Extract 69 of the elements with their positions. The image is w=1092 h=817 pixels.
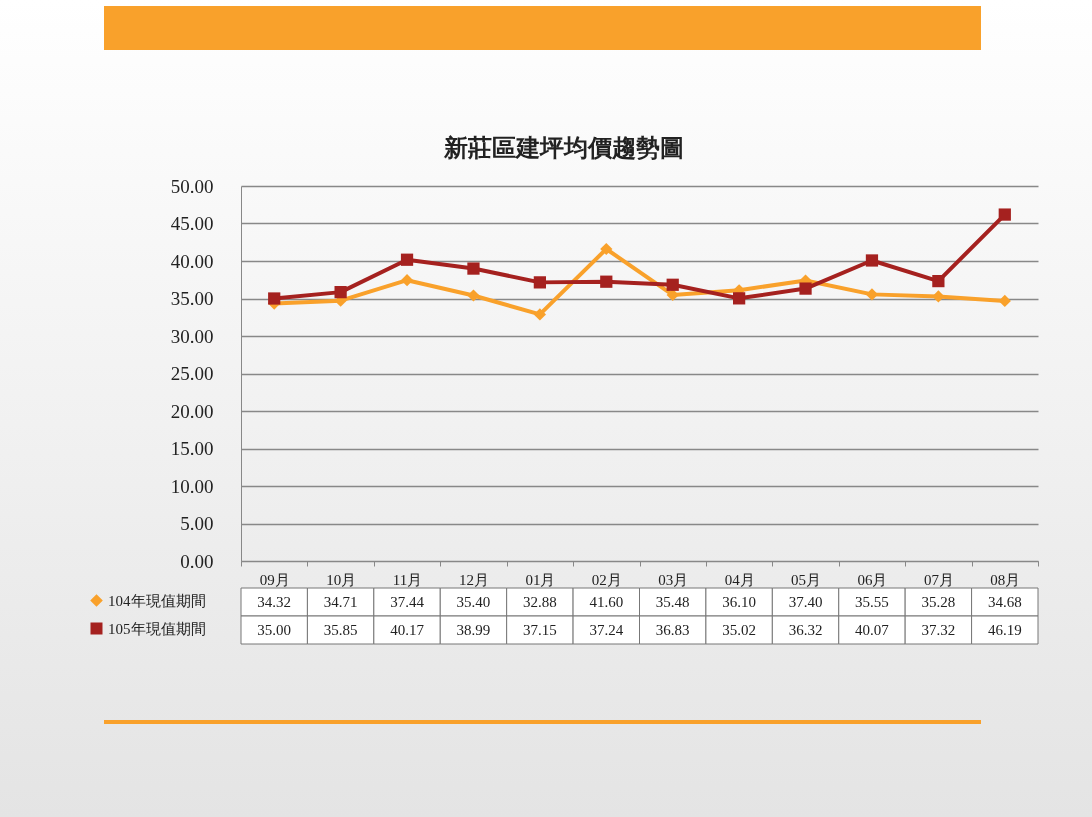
data-label: 37.32 [921, 622, 956, 638]
data-label: 35.02 [722, 622, 756, 638]
point [400, 253, 414, 266]
x-tick-label: 04月 [724, 571, 755, 588]
data-label: 34.68 [987, 594, 1022, 610]
point [998, 294, 1011, 308]
x-tick-label: 03月 [658, 571, 689, 588]
x-tick-label: 09月 [259, 571, 290, 588]
y-tick-label: 15.00 [170, 438, 214, 459]
point [865, 254, 879, 267]
point [400, 274, 414, 287]
x-tick-label: 07月 [923, 571, 954, 588]
point [467, 289, 480, 302]
legend-label: 104年現值期間 [108, 592, 206, 609]
point [932, 274, 945, 288]
data-label: 36.32 [788, 622, 823, 638]
y-tick-label: 25.00 [170, 363, 214, 384]
point [533, 308, 546, 321]
data-label: 35.28 [921, 594, 956, 610]
point [733, 292, 746, 305]
y-tick-label: 50.00 [170, 175, 214, 197]
point [666, 288, 679, 302]
point [533, 276, 546, 289]
data-label: 41.60 [589, 594, 624, 610]
x-tick-label: 06月 [857, 571, 888, 588]
data-label: 37.15 [523, 622, 557, 638]
data-label: 40.07 [855, 622, 890, 638]
y-tick-label: 10.00 [170, 475, 214, 497]
data-label: 32.88 [523, 594, 557, 610]
point [666, 278, 679, 291]
data-label: 35.48 [655, 594, 690, 610]
point [865, 288, 879, 301]
x-tick-label: 01月 [525, 571, 556, 588]
point [467, 262, 480, 275]
data-label: 35.55 [855, 594, 889, 610]
x-tick-label: 11月 [392, 571, 423, 588]
point [799, 282, 812, 295]
y-tick-label: 20.00 [170, 400, 214, 422]
data-label: 35.85 [323, 622, 358, 638]
point [600, 275, 613, 288]
point [268, 292, 281, 305]
data-label: 36.83 [655, 622, 690, 638]
y-tick-label: 45.00 [170, 213, 214, 234]
data-label: 35.40 [456, 594, 491, 610]
x-tick-label: 08月 [990, 571, 1021, 588]
data-label: 37.24 [589, 622, 624, 638]
y-tick-label: 0.00 [180, 550, 214, 572]
point [334, 286, 347, 299]
y-tick-label: 30.00 [170, 325, 214, 347]
data-label: 35.00 [257, 622, 292, 638]
x-tick-label: 10月 [326, 571, 357, 588]
data-label: 38.99 [456, 622, 491, 638]
y-tick-label: 35.00 [170, 288, 214, 309]
data-label: 34.71 [323, 594, 358, 610]
y-tick-label: 40.00 [170, 250, 214, 272]
point [600, 242, 613, 256]
data-label: 37.44 [390, 594, 425, 610]
legend-label: 105年現值期間 [108, 620, 206, 637]
chart-title: 新莊區建坪均價趨勢圖 [442, 134, 684, 162]
x-tick-label: 12月 [458, 571, 489, 588]
data-label: 40.17 [390, 622, 425, 638]
data-label: 46.19 [987, 622, 1022, 638]
x-tick-label: 02月 [591, 571, 622, 588]
y-tick-label: 5.00 [180, 513, 214, 534]
data-label: 34.32 [257, 594, 292, 610]
data-label: 36.10 [722, 594, 756, 610]
point [998, 208, 1011, 221]
data-label: 37.40 [788, 594, 823, 610]
x-tick-label: 05月 [791, 571, 822, 588]
